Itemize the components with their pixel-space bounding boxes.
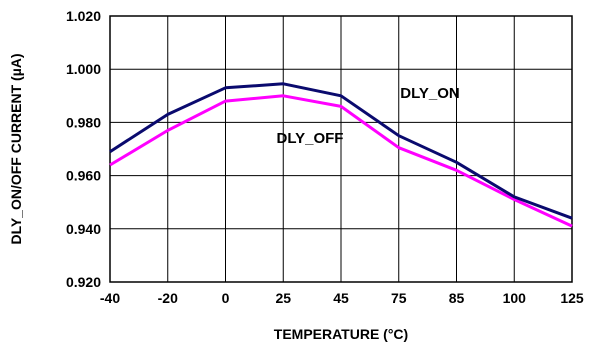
y-tick-label: 0.980 — [66, 114, 101, 130]
x-tick-label: 25 — [275, 290, 291, 306]
x-tick-label: 125 — [560, 290, 584, 306]
y-tick-label: 0.960 — [66, 168, 101, 184]
y-axis-title: DLY_ON/OFF CURRENT (µA) — [8, 53, 24, 244]
x-tick-label: -20 — [158, 290, 178, 306]
series-line-dly-on — [109, 82, 573, 220]
grid — [110, 16, 572, 282]
x-tick-label: 75 — [391, 290, 407, 306]
series-label-dly-off: DLY_OFF — [277, 130, 344, 147]
x-tick-label: 0 — [222, 290, 230, 306]
x-tick-label: 100 — [503, 290, 527, 306]
y-tick-label: 0.920 — [66, 274, 101, 290]
y-tick-label: 1.000 — [66, 61, 101, 77]
x-tick-labels: -40 -20 0 25 45 75 85 100 125 — [100, 290, 584, 306]
x-tick-label: 85 — [449, 290, 465, 306]
x-axis-title: TEMPERATURE (°C) — [274, 326, 408, 342]
y-tick-label: 1.020 — [66, 8, 101, 24]
plot-frame — [109, 15, 573, 283]
y-tick-label: 0.940 — [66, 221, 101, 237]
x-tick-label: -40 — [100, 290, 120, 306]
series-line-dly-off — [109, 94, 573, 228]
y-tick-labels: 0.920 0.940 0.960 0.980 1.000 1.020 — [66, 8, 101, 290]
series-lines — [109, 82, 573, 228]
x-tick-label: 45 — [333, 290, 349, 306]
series-label-dly-on: DLY_ON — [400, 85, 459, 102]
